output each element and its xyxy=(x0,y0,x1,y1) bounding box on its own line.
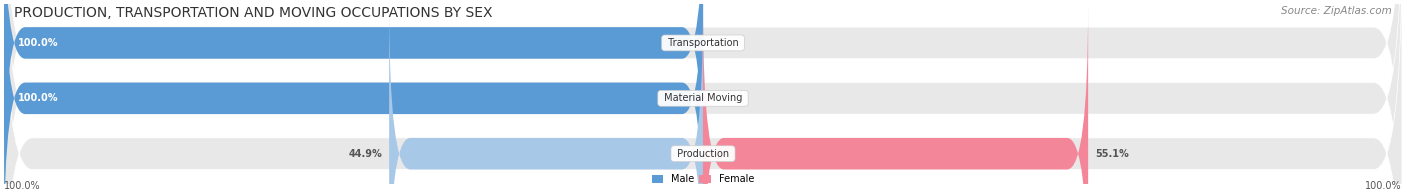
Legend: Male, Female: Male, Female xyxy=(648,171,758,188)
FancyBboxPatch shape xyxy=(4,0,703,196)
FancyBboxPatch shape xyxy=(4,0,1402,196)
FancyBboxPatch shape xyxy=(389,3,703,196)
Text: Production: Production xyxy=(673,149,733,159)
Text: 44.9%: 44.9% xyxy=(349,149,382,159)
FancyBboxPatch shape xyxy=(703,3,1088,196)
Text: 100.0%: 100.0% xyxy=(18,38,59,48)
Text: PRODUCTION, TRANSPORTATION AND MOVING OCCUPATIONS BY SEX: PRODUCTION, TRANSPORTATION AND MOVING OC… xyxy=(14,6,492,20)
Text: 55.1%: 55.1% xyxy=(1095,149,1129,159)
Text: Transportation: Transportation xyxy=(665,38,741,48)
Text: 100.0%: 100.0% xyxy=(4,181,41,191)
FancyBboxPatch shape xyxy=(4,0,1402,196)
Text: Source: ZipAtlas.com: Source: ZipAtlas.com xyxy=(1281,6,1392,16)
Text: Material Moving: Material Moving xyxy=(661,93,745,103)
Text: 100.0%: 100.0% xyxy=(1365,181,1402,191)
FancyBboxPatch shape xyxy=(4,0,1402,196)
Text: 100.0%: 100.0% xyxy=(18,93,59,103)
FancyBboxPatch shape xyxy=(4,0,703,193)
